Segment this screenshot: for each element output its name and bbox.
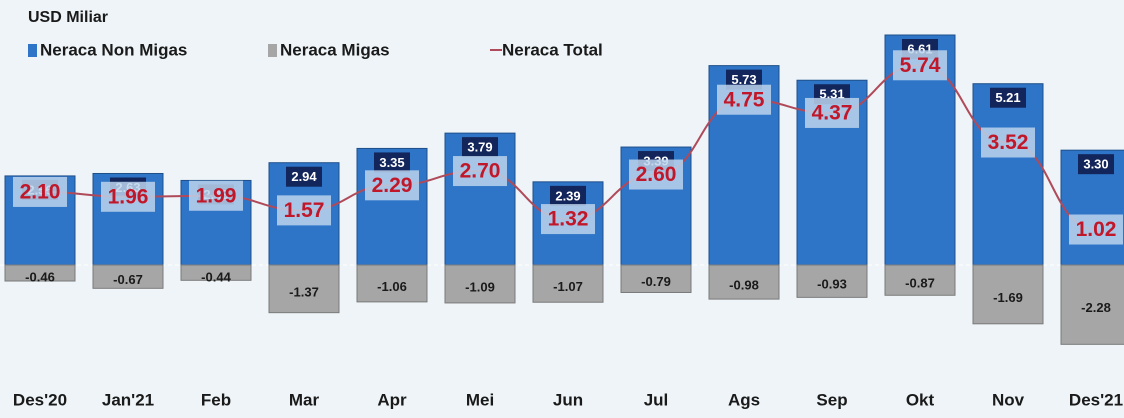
x-tick-label: Apr bbox=[377, 390, 407, 409]
x-tick-label: Jan'21 bbox=[102, 390, 154, 409]
value-label: 2.70 bbox=[460, 160, 501, 183]
legend-swatch bbox=[28, 44, 37, 57]
value-label: 2.94 bbox=[291, 169, 317, 184]
x-tick-label: Mar bbox=[289, 390, 320, 409]
value-label-box bbox=[453, 156, 507, 187]
value-label-box bbox=[189, 180, 243, 211]
value-label: -0.87 bbox=[905, 276, 935, 291]
value-label: -1.37 bbox=[289, 284, 319, 299]
value-label-box bbox=[13, 176, 67, 207]
value-label-box bbox=[550, 185, 586, 206]
legend-swatch bbox=[268, 44, 277, 57]
value-label: 5.31 bbox=[819, 87, 844, 102]
bar bbox=[1060, 264, 1124, 345]
value-label-box bbox=[277, 195, 331, 226]
value-label-box bbox=[286, 166, 322, 187]
x-tick-label: Des'21 bbox=[1069, 390, 1123, 409]
value-label: 2.29 bbox=[372, 174, 413, 197]
x-tick-label: Des'20 bbox=[13, 390, 67, 409]
value-label: 3.79 bbox=[467, 140, 492, 155]
x-tick-label: Okt bbox=[906, 390, 935, 409]
bar bbox=[708, 264, 780, 300]
bar bbox=[972, 264, 1044, 325]
value-label: 1.02 bbox=[1076, 218, 1117, 241]
value-label: 3.30 bbox=[1083, 157, 1108, 172]
bar bbox=[268, 264, 340, 314]
value-label-box bbox=[1078, 154, 1114, 175]
value-label-box bbox=[981, 127, 1035, 158]
value-label-box bbox=[462, 137, 498, 158]
value-label: 2.60 bbox=[636, 163, 677, 186]
value-label: 1.57 bbox=[284, 199, 325, 222]
bar bbox=[180, 264, 252, 281]
value-label-box bbox=[717, 84, 771, 115]
legend-label: Neraca Total bbox=[502, 40, 603, 59]
x-tick-label: Sep bbox=[816, 390, 847, 409]
value-label: 1.96 bbox=[108, 185, 149, 208]
value-label: -1.09 bbox=[465, 279, 495, 294]
value-label-box bbox=[1069, 214, 1123, 245]
value-label: -0.67 bbox=[113, 272, 143, 287]
bar bbox=[796, 264, 868, 298]
value-label: -0.46 bbox=[25, 269, 55, 284]
value-label: 3.52 bbox=[988, 131, 1029, 154]
value-label: 4.37 bbox=[812, 101, 853, 124]
value-label-box bbox=[101, 181, 155, 212]
bar bbox=[444, 264, 516, 304]
value-label: 5.21 bbox=[995, 90, 1020, 105]
bar bbox=[972, 83, 1044, 266]
bar bbox=[884, 264, 956, 296]
bar bbox=[532, 264, 604, 303]
value-label-box bbox=[805, 97, 859, 128]
bar bbox=[4, 264, 76, 282]
value-label: 2.39 bbox=[555, 188, 580, 203]
x-tick-label: Jun bbox=[553, 390, 583, 409]
value-label: -0.79 bbox=[641, 274, 671, 289]
value-label: 1.32 bbox=[548, 208, 589, 231]
value-label: -0.98 bbox=[729, 277, 759, 292]
value-label: 5.73 bbox=[731, 72, 756, 87]
value-label: -1.69 bbox=[993, 290, 1023, 305]
value-label: 3.35 bbox=[379, 155, 404, 170]
x-tick-label: Jul bbox=[644, 390, 669, 409]
bar bbox=[356, 264, 428, 303]
x-tick-label: Mei bbox=[466, 390, 494, 409]
legend-label: Neraca Migas bbox=[280, 40, 390, 59]
x-tick-label: Nov bbox=[992, 390, 1025, 409]
unit-label: USD Miliar bbox=[28, 9, 108, 26]
value-label-box bbox=[893, 50, 947, 81]
value-label: -2.28 bbox=[1081, 300, 1111, 315]
value-label-box bbox=[374, 152, 410, 173]
value-label-box bbox=[990, 87, 1026, 108]
value-label-box bbox=[541, 204, 595, 235]
bar bbox=[620, 264, 692, 293]
value-label: -1.07 bbox=[553, 279, 583, 294]
value-label: -0.93 bbox=[817, 277, 847, 292]
value-label-box bbox=[726, 69, 762, 90]
value-label: 1.99 bbox=[196, 184, 237, 207]
legend-label: Neraca Non Migas bbox=[40, 40, 187, 59]
value-label: 5.74 bbox=[900, 54, 941, 77]
x-tick-label: Feb bbox=[201, 390, 231, 409]
value-label-box bbox=[629, 159, 683, 190]
value-label: -1.06 bbox=[377, 279, 407, 294]
value-label: -0.44 bbox=[201, 269, 231, 284]
value-label: 2.10 bbox=[20, 180, 61, 203]
x-tick-label: Ags bbox=[728, 390, 760, 409]
value-label-box bbox=[365, 170, 419, 201]
value-label: 4.75 bbox=[724, 88, 765, 111]
bar bbox=[92, 264, 164, 289]
